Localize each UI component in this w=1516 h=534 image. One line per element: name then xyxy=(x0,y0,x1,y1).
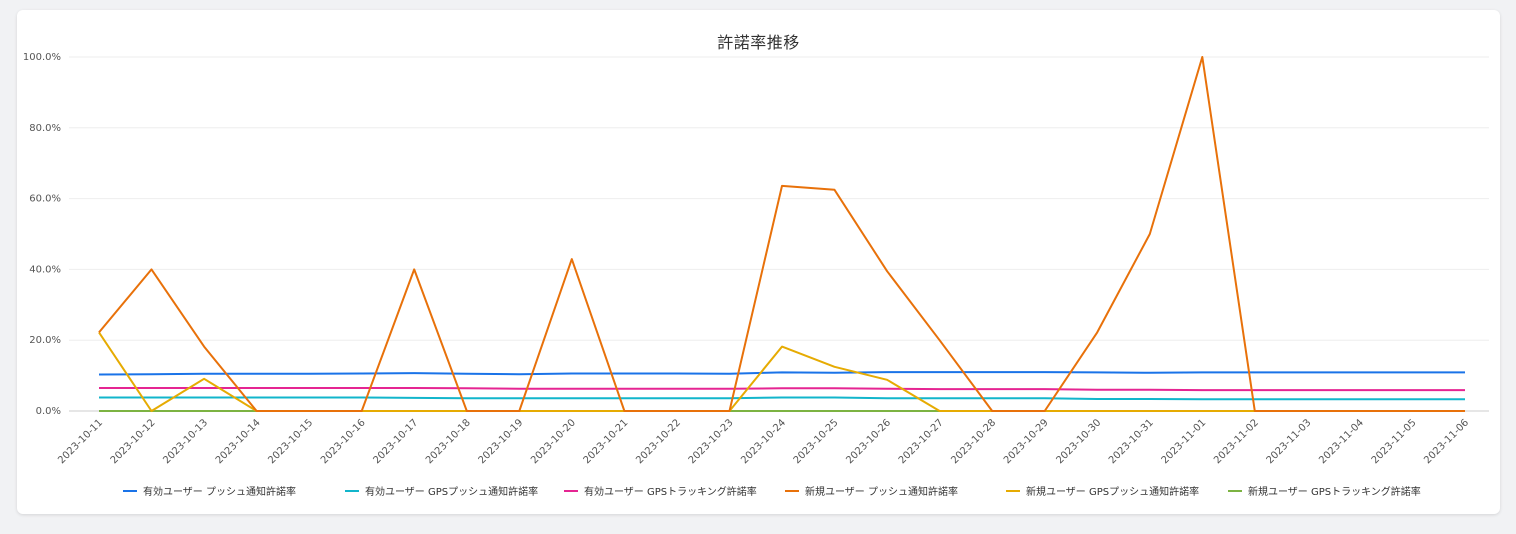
x-tick-label: 2023-10-16 xyxy=(319,417,368,466)
legend-label: 新規ユーザー プッシュ通知許諾率 xyxy=(805,485,958,498)
legend-label: 有効ユーザー GPSプッシュ通知許諾率 xyxy=(365,485,538,498)
y-tick-label: 20.0% xyxy=(29,335,61,346)
x-tick-label: 2023-10-18 xyxy=(424,417,473,466)
x-tick-label: 2023-10-13 xyxy=(161,417,210,466)
x-tick-label: 2023-10-15 xyxy=(266,417,315,466)
x-tick-label: 2023-11-01 xyxy=(1160,417,1209,466)
x-tick-label: 2023-10-20 xyxy=(529,417,578,466)
x-tick-label: 2023-10-22 xyxy=(634,417,683,466)
x-tick-label: 2023-10-28 xyxy=(949,417,998,466)
x-tick-label: 2023-11-04 xyxy=(1317,417,1366,466)
x-tick-label: 2023-10-19 xyxy=(477,417,526,466)
series-line xyxy=(98,371,1465,376)
x-tick-label: 2023-10-30 xyxy=(1054,417,1103,466)
x-tick-label: 2023-10-27 xyxy=(897,417,946,466)
x-tick-label: 2023-10-17 xyxy=(371,417,420,466)
series-line xyxy=(99,387,1465,392)
series-line xyxy=(98,56,1465,412)
x-tick-label: 2023-10-12 xyxy=(109,417,158,466)
x-tick-label: 2023-11-02 xyxy=(1212,417,1261,466)
legend-label: 有効ユーザー GPSトラッキング許諾率 xyxy=(584,485,757,498)
x-tick-label: 2023-10-11 xyxy=(56,417,105,466)
x-tick-label: 2023-10-23 xyxy=(687,417,736,466)
chart-title: 許諾率推移 xyxy=(717,33,800,52)
x-tick-label: 2023-10-14 xyxy=(214,417,263,466)
x-tick-label: 2023-10-26 xyxy=(844,417,893,466)
x-tick-label: 2023-10-29 xyxy=(1002,417,1051,466)
x-tick-label: 2023-10-24 xyxy=(739,417,788,466)
x-tick-label: 2023-11-03 xyxy=(1265,417,1314,466)
y-tick-label: 100.0% xyxy=(23,52,61,63)
legend-label: 新規ユーザー GPSトラッキング許諾率 xyxy=(1248,485,1421,498)
y-tick-label: 0.0% xyxy=(36,406,61,417)
x-tick-label: 2023-10-25 xyxy=(792,417,841,466)
chart-card: 許諾率推移 0.0% 20.0% 40.0% 60.0% 80.0% 100.0% 2023… xyxy=(17,10,1500,514)
legend-label: 新規ユーザー GPSプッシュ通知許諾率 xyxy=(1026,485,1199,498)
y-tick-label: 60.0% xyxy=(29,194,61,205)
x-tick-label: 2023-10-21 xyxy=(582,417,631,466)
y-tick-label: 40.0% xyxy=(29,264,61,275)
legend-label: 有効ユーザー プッシュ通知許諾率 xyxy=(143,485,296,498)
x-tick-label: 2023-11-05 xyxy=(1370,417,1419,466)
line-chart: 0.0% 20.0% 40.0% 60.0% 80.0% 100.0% 2023-10-11… xyxy=(23,52,1489,498)
y-tick-label: 80.0% xyxy=(29,123,61,134)
x-tick-label: 2023-10-31 xyxy=(1107,417,1156,466)
series-line xyxy=(99,396,1465,401)
x-tick-label: 2023-11-06 xyxy=(1422,417,1471,466)
